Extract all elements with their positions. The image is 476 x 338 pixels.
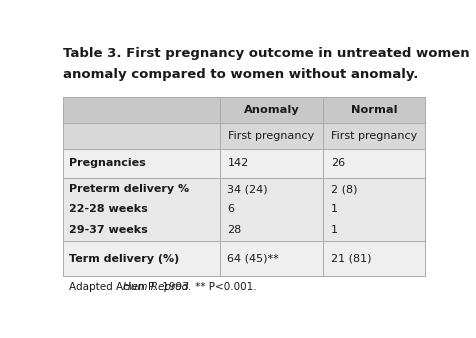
Text: 1993  ** P<0.001.: 1993 ** P<0.001. [159,282,257,292]
Text: Normal: Normal [351,104,397,115]
Text: Preterm delivery %: Preterm delivery % [69,184,189,194]
Text: anomaly compared to women without anomaly.: anomaly compared to women without anomal… [63,68,418,81]
Text: Anomaly: Anomaly [244,104,299,115]
Text: 142: 142 [228,158,248,168]
Text: 21 (81): 21 (81) [331,254,371,264]
Text: 1: 1 [331,225,337,235]
Bar [63,149,425,177]
Text: 22-28 weeks: 22-28 weeks [69,204,148,215]
Bar [63,241,425,276]
Text: 26: 26 [331,158,345,168]
Text: 2 (8): 2 (8) [331,184,357,194]
Text: First pregnancy: First pregnancy [331,130,417,141]
Text: 6: 6 [228,204,234,215]
Text: 64 (45)**: 64 (45)** [228,254,279,264]
Text: Table 3. First pregnancy outcome in untreated women: Table 3. First pregnancy outcome in untr… [63,47,470,60]
Text: Term delivery (%): Term delivery (%) [69,254,179,264]
Text: 29-37 weeks: 29-37 weeks [69,225,148,235]
Text: First pregnancy: First pregnancy [228,130,315,141]
Text: 34 (24): 34 (24) [228,184,268,194]
Text: Adapted Acien P.: Adapted Acien P. [69,282,159,292]
Text: 28: 28 [228,225,242,235]
Text: 1: 1 [331,204,337,215]
Bar [63,97,425,123]
Bar [63,123,425,149]
Bar [63,177,425,241]
Text: Hum Reprod.: Hum Reprod. [123,282,192,292]
Text: Pregnancies: Pregnancies [69,158,146,168]
